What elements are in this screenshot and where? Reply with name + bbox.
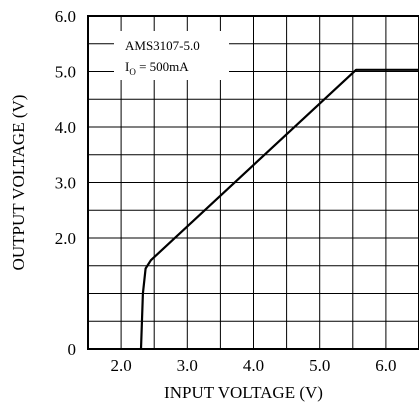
x-tick-label: 3.0 bbox=[177, 356, 198, 375]
x-tick-label: 6.0 bbox=[375, 356, 396, 375]
y-tick-label: 0 bbox=[68, 340, 77, 359]
annotation-current-label: IO = 500mA bbox=[125, 59, 189, 77]
y-tick-label: 3.0 bbox=[55, 174, 76, 193]
x-tick-label: 2.0 bbox=[110, 356, 131, 375]
x-tick-label: 4.0 bbox=[243, 356, 264, 375]
x-axis-title: INPUT VOLTAGE (V) bbox=[164, 383, 323, 402]
y-tick-label: 4.0 bbox=[55, 118, 76, 137]
x-tick-labels: 2.0 3.0 4.0 5.0 6.0 bbox=[110, 356, 396, 375]
x-tick-label: 5.0 bbox=[309, 356, 330, 375]
annotation-current-symbol: I bbox=[125, 59, 129, 74]
series-layer bbox=[139, 68, 419, 350]
y-tick-label: 5.0 bbox=[55, 63, 76, 82]
series-line bbox=[139, 68, 419, 350]
y-tick-label: 2.0 bbox=[55, 229, 76, 248]
y-tick-labels: 0 2.0 3.0 4.0 5.0 6.0 bbox=[55, 7, 76, 359]
annotation-box-background bbox=[114, 31, 229, 80]
annotation-current-value: = 500mA bbox=[136, 59, 189, 74]
annotation-current-subscript: O bbox=[129, 67, 136, 77]
y-tick-label: 6.0 bbox=[55, 7, 76, 26]
y-axis-title: OUTPUT VOLTAGE (V) bbox=[9, 95, 28, 271]
plot-frame bbox=[87, 15, 419, 350]
annotation-box: AMS3107-5.0 IO = 500mA bbox=[114, 31, 229, 80]
annotation-device-label: AMS3107-5.0 bbox=[125, 38, 200, 53]
